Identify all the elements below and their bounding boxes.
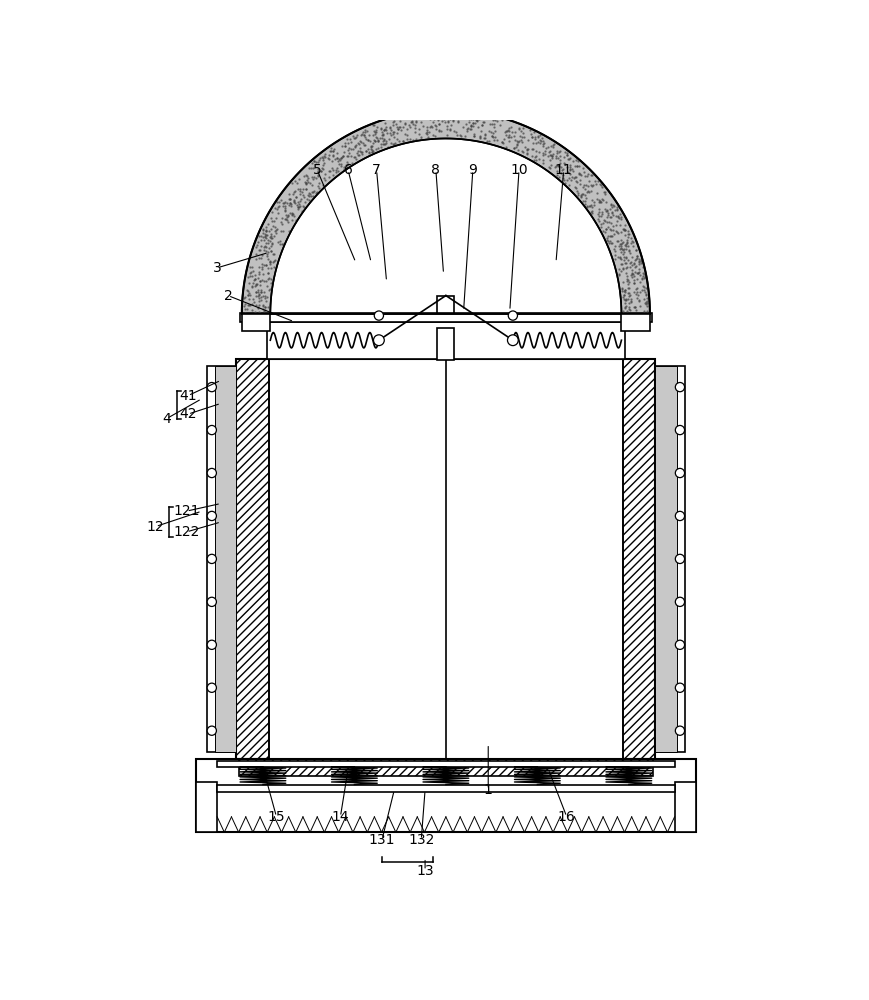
Circle shape <box>207 468 216 478</box>
Bar <box>673 782 695 832</box>
Circle shape <box>674 597 684 606</box>
Text: 42: 42 <box>179 407 196 421</box>
Bar <box>437 296 454 312</box>
Polygon shape <box>242 110 649 314</box>
Text: 11: 11 <box>554 163 572 177</box>
Circle shape <box>207 597 216 606</box>
Circle shape <box>507 311 517 320</box>
Bar <box>215 366 236 752</box>
Text: 41: 41 <box>179 389 196 403</box>
Circle shape <box>674 468 684 478</box>
Bar <box>217 785 673 792</box>
Text: 131: 131 <box>368 833 395 847</box>
Circle shape <box>674 382 684 392</box>
Circle shape <box>373 335 384 346</box>
Circle shape <box>374 311 383 320</box>
Circle shape <box>507 335 518 346</box>
Circle shape <box>207 640 216 649</box>
Text: 6: 6 <box>343 163 352 177</box>
Bar <box>207 366 236 752</box>
Text: 5: 5 <box>313 163 322 177</box>
Circle shape <box>207 683 216 692</box>
Bar <box>620 314 649 331</box>
Text: 10: 10 <box>509 163 527 177</box>
Circle shape <box>674 425 684 435</box>
Circle shape <box>674 554 684 564</box>
Bar <box>196 759 695 832</box>
Text: 4: 4 <box>162 412 170 426</box>
Bar <box>654 366 676 752</box>
Text: 122: 122 <box>173 525 199 539</box>
Bar <box>239 312 652 322</box>
Circle shape <box>207 382 216 392</box>
Circle shape <box>674 640 684 649</box>
Text: 14: 14 <box>331 810 348 824</box>
Bar <box>267 322 624 359</box>
Bar <box>437 328 454 360</box>
Bar <box>236 359 269 759</box>
Text: 8: 8 <box>431 163 440 177</box>
Text: 7: 7 <box>372 163 381 177</box>
Circle shape <box>674 726 684 735</box>
Text: 13: 13 <box>415 864 434 878</box>
Circle shape <box>207 511 216 521</box>
Bar <box>217 761 673 767</box>
Circle shape <box>207 554 216 564</box>
Text: 12: 12 <box>147 520 164 534</box>
Circle shape <box>674 683 684 692</box>
Text: 9: 9 <box>468 163 477 177</box>
Circle shape <box>674 511 684 521</box>
Bar <box>269 359 622 759</box>
Text: 15: 15 <box>268 810 285 824</box>
Bar <box>238 759 653 776</box>
Bar <box>196 782 217 832</box>
Circle shape <box>207 726 216 735</box>
Bar <box>654 366 684 752</box>
Text: 121: 121 <box>173 504 199 518</box>
Bar <box>242 314 270 331</box>
Circle shape <box>207 425 216 435</box>
Text: 3: 3 <box>213 261 222 275</box>
Text: 132: 132 <box>408 833 434 847</box>
Bar <box>622 359 654 759</box>
Text: 16: 16 <box>557 810 575 824</box>
Text: 1: 1 <box>483 783 492 797</box>
Text: 2: 2 <box>223 289 232 303</box>
Bar <box>236 359 654 759</box>
